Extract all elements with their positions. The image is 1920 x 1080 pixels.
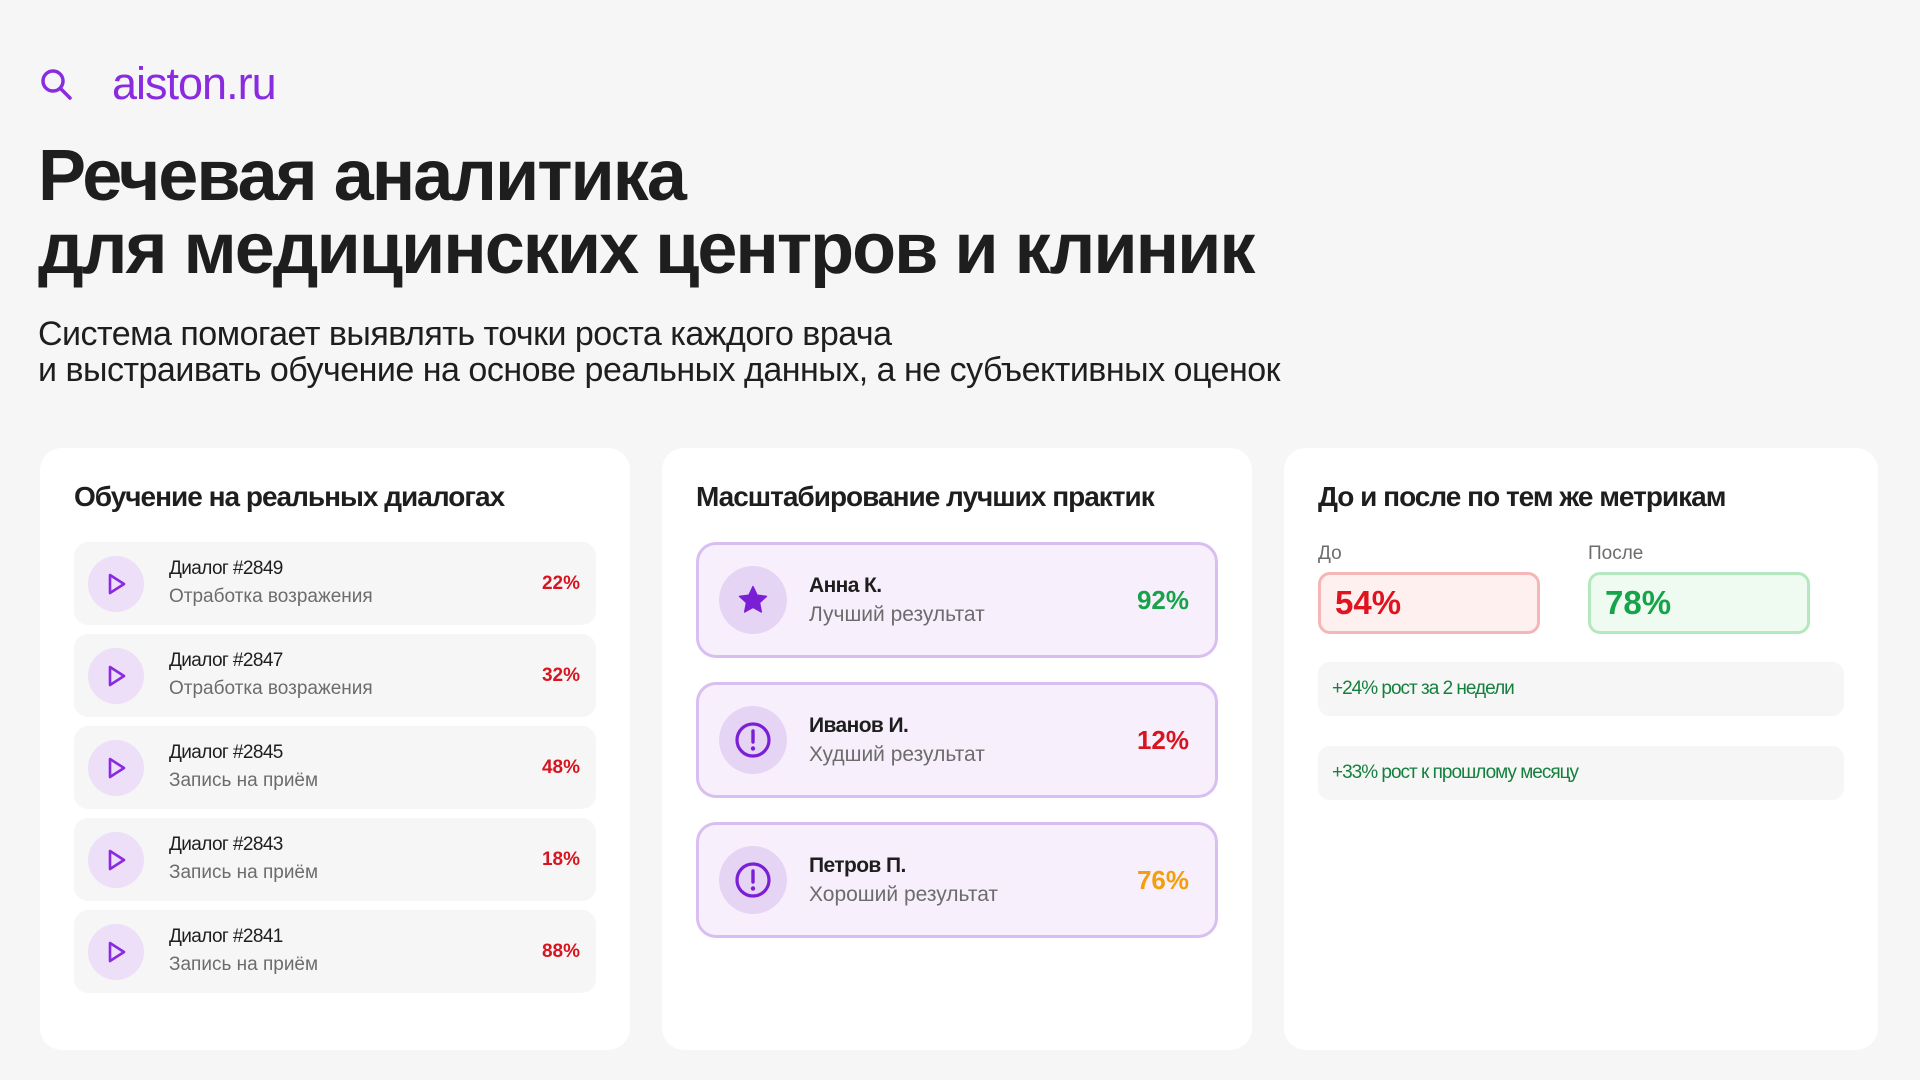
practice-item[interactable]: Иванов И. Худший результат 12%	[696, 682, 1218, 798]
play-icon	[108, 849, 126, 870]
dialog-item[interactable]: Диалог #2845 Запись на приём 48%	[74, 726, 596, 809]
dialog-topic: Отработка возражения	[169, 677, 373, 699]
practice-status: Хороший результат	[809, 883, 999, 906]
practices-card-title: Масштабирование лучших практик	[696, 481, 1155, 512]
page-title-line-1: Речевая аналитика	[38, 136, 687, 216]
practice-status: Худший результат	[809, 743, 985, 766]
before-value: 54%	[1318, 572, 1540, 634]
dialog-topic: Запись на приём	[169, 769, 319, 791]
practice-text: Петров П. Хороший результат	[809, 851, 1137, 909]
after-column: После 78%	[1588, 542, 1810, 634]
dialog-topic: Запись на приём	[169, 953, 319, 975]
dialog-score: 22%	[541, 572, 580, 594]
practice-text: Иванов И. Худший результат	[809, 711, 1137, 769]
brand-name[interactable]: aiston.ru	[112, 58, 277, 109]
practice-name: Петров П.	[809, 854, 906, 877]
play-button[interactable]	[88, 831, 144, 888]
practice-item[interactable]: Анна К. Лучший результат 92%	[696, 542, 1218, 658]
brand[interactable]: aiston.ru	[38, 56, 277, 112]
play-icon	[108, 573, 126, 594]
dialog-score: 32%	[541, 664, 580, 686]
before-column: До 54%	[1318, 542, 1540, 634]
dialog-topic: Отработка возражения	[169, 585, 373, 607]
growth-list: +24% рост за 2 недели +33% рост к прошло…	[1318, 662, 1844, 800]
dialog-id: Диалог #2849	[169, 557, 283, 579]
play-icon	[108, 941, 126, 962]
dialog-score: 48%	[541, 756, 580, 778]
before-label: До	[1318, 543, 1342, 564]
dialog-score: 88%	[541, 940, 580, 962]
dialog-list: Диалог #2849 Отработка возражения 22% Ди…	[74, 542, 596, 993]
after-label: После	[1588, 543, 1644, 564]
comparison-card-title: До и после по тем же метрикам	[1318, 481, 1726, 512]
page-title: Речевая аналитика для медицинских центро…	[38, 136, 1255, 289]
page-subtitle: Система помогает выявлять точки роста ка…	[38, 315, 1281, 389]
after-value: 78%	[1588, 572, 1810, 634]
page-title-line-2: для медицинских центров и клиник	[38, 209, 1255, 289]
dialog-item[interactable]: Диалог #2843 Запись на приём 18%	[74, 818, 596, 901]
dialog-score: 18%	[541, 848, 580, 870]
before-after-row: До 54% После 78%	[1318, 542, 1844, 634]
play-button[interactable]	[88, 647, 144, 704]
dialog-text: Диалог #2843 Запись на приём	[169, 832, 542, 888]
dialog-item[interactable]: Диалог #2849 Отработка возражения 22%	[74, 542, 596, 625]
play-icon	[108, 757, 126, 778]
dialog-id: Диалог #2841	[169, 925, 283, 947]
play-button[interactable]	[88, 555, 144, 612]
practice-list: Анна К. Лучший результат 92% Иванов И. Х…	[696, 542, 1218, 938]
dialog-item[interactable]: Диалог #2847 Отработка возражения 32%	[74, 634, 596, 717]
dialog-text: Диалог #2841 Запись на приём	[169, 924, 542, 980]
dialog-id: Диалог #2847	[169, 649, 283, 671]
page-subtitle-line-1: Система помогает выявлять точки роста ка…	[38, 315, 892, 353]
dialog-text: Диалог #2849 Отработка возражения	[169, 556, 542, 612]
practice-icon-badge	[719, 566, 787, 634]
practice-item[interactable]: Петров П. Хороший результат 76%	[696, 822, 1218, 938]
practices-card: Масштабирование лучших практик Анна К. Л…	[662, 448, 1252, 1050]
dialog-item[interactable]: Диалог #2841 Запись на приём 88%	[74, 910, 596, 993]
growth-badge: +33% рост к прошлому месяцу	[1318, 746, 1844, 800]
practice-name: Иванов И.	[809, 714, 909, 737]
practice-text: Анна К. Лучший результат	[809, 571, 1137, 629]
alert-icon	[735, 862, 771, 898]
search-icon	[41, 69, 72, 100]
practice-name: Анна К.	[809, 574, 882, 597]
practice-score: 12%	[1136, 724, 1189, 755]
practice-icon-badge	[719, 706, 787, 774]
growth-badge: +24% рост за 2 недели	[1318, 662, 1844, 716]
page-subtitle-line-2: и выстраивать обучение на основе реальны…	[38, 351, 1281, 389]
comparison-card: До и после по тем же метрикам До 54% Пос…	[1284, 448, 1878, 1050]
alert-icon	[735, 722, 771, 758]
star-icon	[738, 585, 768, 613]
play-icon	[108, 665, 126, 686]
dialog-id: Диалог #2843	[169, 833, 283, 855]
dialog-text: Диалог #2847 Отработка возражения	[169, 648, 542, 704]
practice-score: 92%	[1136, 584, 1189, 615]
practice-score: 76%	[1136, 864, 1189, 895]
training-card-title: Обучение на реальных диалогах	[74, 481, 505, 512]
training-card: Обучение на реальных диалогах Диалог #28…	[40, 448, 630, 1050]
dialog-text: Диалог #2845 Запись на приём	[169, 740, 542, 796]
play-button[interactable]	[88, 739, 144, 796]
dialog-id: Диалог #2845	[169, 741, 283, 763]
dialog-topic: Запись на приём	[169, 861, 319, 883]
practice-status: Лучший результат	[809, 603, 985, 626]
play-button[interactable]	[88, 923, 144, 980]
practice-icon-badge	[719, 846, 787, 914]
